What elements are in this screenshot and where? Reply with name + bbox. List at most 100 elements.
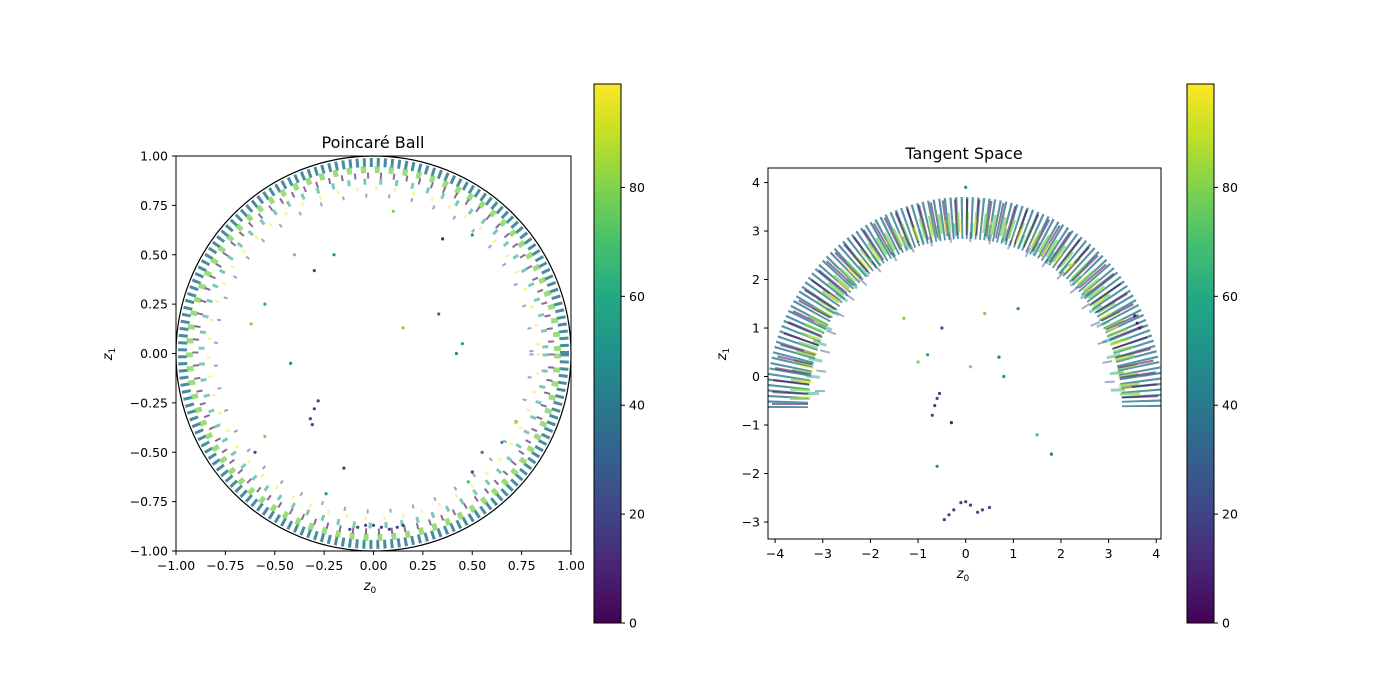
scatter-point — [935, 464, 939, 468]
scatter-point — [980, 508, 985, 512]
colorbar-tick-label: 60 — [1222, 289, 1238, 304]
scatter-point — [364, 523, 368, 527]
scatter-point — [916, 360, 920, 364]
colorbar-ticks: 0 20 40 60 80 — [1214, 180, 1238, 631]
x-tick-label: 0.75 — [508, 558, 536, 573]
x-tick-label: −0.25 — [305, 558, 343, 573]
scatter-points — [249, 209, 518, 531]
y-tick-label: 1.00 — [140, 149, 168, 164]
colorbar-tick-label: 0 — [1222, 616, 1230, 631]
scatter-point — [249, 322, 253, 326]
scatter-point — [316, 399, 320, 403]
x-tick-label: −1 — [909, 546, 927, 561]
scatter-point — [968, 503, 973, 507]
y-tick-label: 0 — [752, 369, 760, 384]
y-tick-label: 1 — [752, 321, 760, 336]
x-axis-label: z0 — [363, 579, 377, 596]
x-tick-label: 1.00 — [557, 558, 585, 573]
scatter-point — [514, 421, 518, 425]
scatter-point — [466, 480, 470, 484]
colorbar-tick-label: 40 — [1222, 398, 1238, 413]
scatter-point — [401, 326, 405, 330]
scatter-point — [324, 492, 328, 496]
colorbar-tick-label: 20 — [1222, 507, 1238, 522]
y-tick-label: −1 — [742, 418, 760, 433]
scatter-point — [441, 237, 445, 241]
y-tick-label: 0.25 — [140, 297, 168, 312]
scatter-point — [997, 355, 1001, 359]
x-tick-label: 0.50 — [458, 558, 486, 573]
scatter-point — [401, 523, 405, 527]
scatter-point — [480, 450, 484, 454]
scatter-point — [947, 513, 951, 517]
x-tick-label: −2 — [861, 546, 879, 561]
colorbar-tick-label: 0 — [629, 616, 637, 631]
y-tick-label: −0.25 — [130, 395, 168, 410]
scatter-point — [308, 417, 312, 421]
y-tick-label: −2 — [742, 466, 760, 481]
chart-title: Poincaré Ball — [322, 133, 425, 152]
y-tick-label: 0.50 — [140, 247, 168, 262]
scatter-point — [1016, 307, 1020, 311]
y-ticks: −1.00 −0.75 −0.50 −0.25 0.00 0.25 0.50 0.75 1.00 — [130, 149, 176, 559]
y-axis-label: z1 — [101, 348, 118, 362]
x-tick-label: 3 — [1105, 546, 1113, 561]
x-tick-label: 0.25 — [409, 558, 437, 573]
y-tick-label: 0.00 — [140, 346, 168, 361]
scatter-point — [902, 316, 906, 320]
x-tick-label: −0.75 — [206, 558, 244, 573]
scatter-point — [942, 518, 946, 522]
scatter-point — [395, 525, 399, 529]
scatter-point — [930, 413, 934, 417]
y-tick-label: −0.50 — [130, 445, 168, 460]
scatter-point — [976, 510, 980, 514]
scatter-point — [310, 423, 314, 427]
scatter-point — [292, 253, 297, 257]
x-axis-label: z0 — [956, 567, 970, 584]
scatter-point — [263, 302, 267, 306]
scatter-point — [1068, 263, 1073, 267]
colorbar-tick-label: 20 — [629, 507, 645, 522]
scatter-point — [926, 353, 930, 357]
scatter-point — [949, 421, 954, 425]
scatter-point — [1035, 433, 1039, 437]
axes-frame — [767, 167, 1162, 540]
scatter-point — [959, 501, 963, 505]
plot-area — [176, 156, 571, 551]
scatter-point — [1049, 452, 1053, 456]
scatter-point — [460, 342, 464, 346]
x-tick-label: −4 — [766, 546, 784, 561]
scatter-point — [342, 466, 346, 470]
x-ticks: −4 −3 −2 −1 0 1 2 3 4 — [766, 539, 1160, 561]
scatter-point — [868, 258, 873, 262]
scatter-point — [312, 407, 316, 411]
scatter-point — [964, 185, 968, 189]
scatter-point — [983, 311, 987, 316]
scatter-points — [868, 185, 1142, 522]
y-tick-label: −3 — [742, 515, 760, 530]
scatter-point — [263, 434, 267, 438]
scatter-point — [933, 404, 937, 408]
scatter-point — [356, 525, 360, 529]
ring-band — [178, 158, 569, 549]
colorbar-tick-label: 40 — [629, 398, 645, 413]
x-ticks: −1.00 −0.75 −0.50 −0.25 0.00 0.25 0.50 0.75 1.00 — [157, 551, 585, 573]
poincare-chart: Poincaré Ball −1.00 −0.75 −0.50 −0.25 0.00 0.… — [101, 83, 645, 631]
y-tick-label: −1.00 — [130, 544, 168, 559]
colorbar-tick-label: 80 — [629, 180, 645, 195]
scatter-point — [371, 523, 376, 527]
scatter-point — [1138, 326, 1142, 330]
y-tick-label: 4 — [752, 175, 760, 190]
scatter-point — [437, 312, 441, 316]
scatter-point — [968, 365, 973, 369]
x-tick-label: 4 — [1152, 546, 1160, 561]
ring-band — [768, 197, 1161, 409]
colorbar-ticks: 0 20 40 60 80 — [621, 180, 645, 631]
colorbar-tick-label: 80 — [1222, 180, 1238, 195]
scatter-point — [253, 450, 257, 454]
tangent-chart: Tangent Space −4 −3 −2 −1 0 1 2 3 4 −3−2−101234 … — [715, 83, 1238, 631]
scatter-point — [289, 361, 293, 365]
scatter-point — [470, 470, 474, 474]
scatter-point — [470, 233, 474, 237]
